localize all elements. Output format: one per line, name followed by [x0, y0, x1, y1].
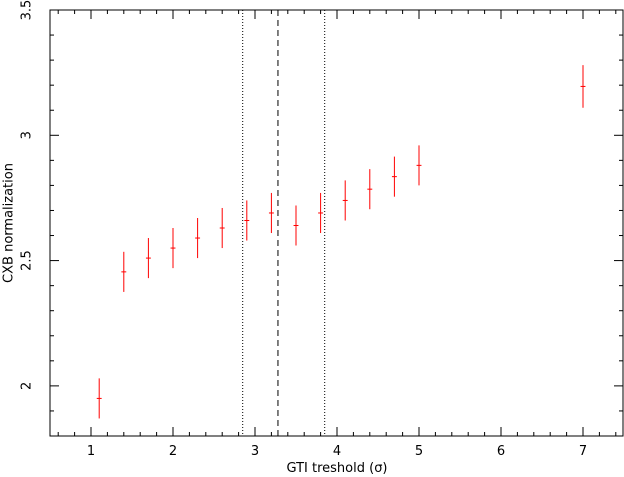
x-tick-label: 1 [87, 444, 95, 459]
data-point [219, 207, 225, 249]
x-tick-label: 2 [169, 444, 177, 459]
data-point [244, 200, 250, 241]
x-tick-label: 3 [251, 444, 259, 459]
data-point [416, 145, 422, 186]
x-tick-label: 5 [415, 444, 423, 459]
y-tick-label: 2.5 [20, 250, 35, 271]
data-point [580, 65, 586, 108]
x-tick-label: 7 [579, 444, 587, 459]
data-point [342, 180, 348, 221]
data-point [293, 205, 299, 246]
x-tick-label: 6 [497, 444, 505, 459]
data-point [318, 192, 324, 234]
y-tick-label: 3 [20, 131, 35, 139]
data-point [195, 217, 201, 259]
data-point [268, 192, 274, 234]
x-axis-label: GTI treshold (σ) [286, 461, 387, 476]
data-point [391, 156, 397, 197]
data-point [367, 169, 373, 210]
tick-labels: 1 2 3 4 5 6 7 2 2.5 3 3.5 [20, 0, 588, 459]
axis-ticks [50, 9, 623, 437]
data-point [145, 238, 151, 279]
plot-frame [49, 9, 624, 437]
data-point [96, 378, 102, 419]
reference-lines [242, 10, 326, 436]
data-point [121, 251, 127, 292]
data-point [170, 228, 176, 269]
y-tick-label: 2 [20, 382, 35, 390]
y-axis-label: CXB normalization [2, 163, 17, 283]
y-tick-label: 3.5 [20, 0, 35, 20]
x-tick-label: 4 [333, 444, 341, 459]
data-series [96, 65, 586, 419]
